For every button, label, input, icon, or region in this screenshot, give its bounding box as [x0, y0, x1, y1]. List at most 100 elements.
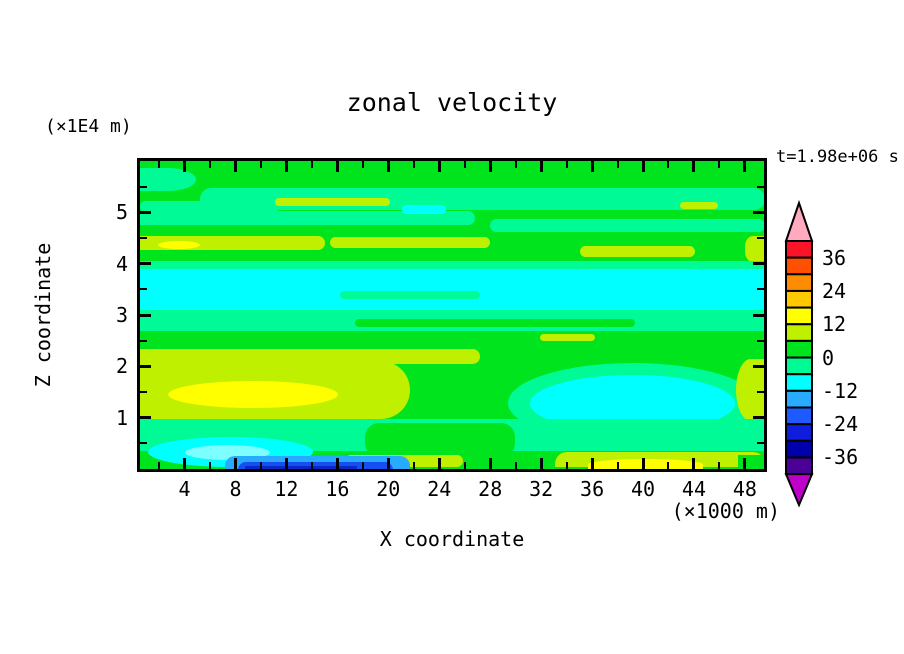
minor-tick-bottom	[412, 462, 415, 469]
major-tick-bottom	[284, 458, 288, 469]
minor-tick-left	[140, 185, 147, 188]
colorbar-label-12: 12	[822, 312, 847, 337]
x-axis-unit-label: (×1000 m)	[671, 499, 780, 523]
minor-tick-bottom	[565, 462, 568, 469]
minor-tick-bottom	[667, 462, 670, 469]
major-tick-bottom	[335, 458, 339, 469]
major-tick-top	[641, 161, 645, 172]
contour-region-chartreuse	[275, 198, 390, 206]
contour-region-yellow	[168, 381, 338, 408]
chart-title: zonal velocity	[346, 88, 558, 117]
y-tick-label-4: 4	[115, 251, 128, 276]
minor-tick-right	[757, 391, 764, 393]
contour-region-cyan	[402, 205, 446, 214]
x-tick-label-40: 40	[630, 477, 656, 501]
minor-tick-bottom	[718, 462, 721, 469]
minor-tick-bottom	[158, 462, 161, 469]
colorbar-box-0	[785, 240, 813, 259]
contour-region-cyan	[140, 269, 764, 310]
colorbar-box-3	[785, 289, 813, 309]
major-tick-bottom	[590, 458, 594, 469]
y-tick-label-1: 1	[115, 405, 128, 430]
colorbar	[784, 200, 814, 508]
colorbar-label-36: 36	[822, 245, 847, 270]
minor-tick-right	[757, 185, 764, 188]
contour-region-green	[365, 423, 515, 457]
major-tick-top	[437, 161, 441, 172]
major-tick-top	[284, 161, 288, 172]
colorbar-box-7	[785, 356, 813, 376]
minor-tick-left	[140, 442, 147, 445]
minor-tick-bottom	[514, 462, 517, 469]
minor-tick-bottom	[616, 462, 619, 469]
colorbar-down-arrow	[784, 473, 814, 508]
minor-tick-bottom	[463, 462, 466, 469]
minor-tick-top	[209, 161, 212, 168]
major-tick-bottom	[488, 458, 492, 469]
colorbar-box-12	[785, 439, 813, 459]
major-tick-left	[140, 262, 151, 266]
minor-tick-right	[757, 288, 764, 291]
colorbar-box-4	[785, 306, 813, 326]
major-tick-right	[753, 210, 764, 214]
major-tick-left	[140, 416, 151, 420]
colorbar-label--36: -36	[822, 445, 859, 470]
minor-tick-bottom	[209, 462, 212, 469]
colorbar-box-5	[785, 323, 813, 342]
minor-tick-top	[310, 161, 313, 168]
contour-plot-area	[137, 158, 767, 472]
major-tick-bottom	[692, 458, 696, 469]
contour-field	[140, 161, 764, 469]
contour-region-blue	[238, 462, 393, 469]
minor-tick-top	[463, 161, 466, 168]
major-tick-right	[753, 364, 764, 368]
x-tick-label-4: 4	[178, 477, 191, 501]
major-tick-right	[753, 313, 764, 317]
y-tick-label-5: 5	[115, 200, 128, 225]
contour-region-chartreuse	[736, 359, 764, 421]
major-tick-top	[335, 161, 339, 172]
minor-tick-right	[757, 442, 764, 445]
x-tick-label-32: 32	[529, 477, 554, 501]
x-axis-title: X coordinate	[379, 527, 525, 551]
minor-tick-top	[158, 161, 161, 168]
contour-region-green	[355, 319, 635, 327]
minor-tick-top	[667, 161, 670, 168]
major-tick-top	[386, 161, 390, 172]
minor-tick-bottom	[361, 462, 364, 469]
x-tick-label-20: 20	[376, 477, 401, 501]
colorbar-label-24: 24	[822, 278, 847, 303]
minor-tick-left	[140, 237, 147, 239]
x-tick-label-28: 28	[478, 477, 503, 501]
x-tick-label-44: 44	[681, 477, 706, 501]
contour-region-spring	[140, 168, 196, 191]
major-tick-bottom	[183, 458, 187, 469]
major-tick-top	[183, 161, 187, 172]
minor-tick-top	[514, 161, 517, 168]
x-tick-label-8: 8	[229, 477, 242, 501]
y-axis-unit-label: (×1E4 m)	[45, 116, 132, 137]
x-tick-label-12: 12	[274, 477, 299, 501]
major-tick-top	[692, 161, 696, 172]
colorbar-box-8	[785, 373, 813, 392]
minor-tick-top	[259, 161, 262, 168]
major-tick-top	[590, 161, 594, 172]
contour-region-chartreuse	[680, 202, 718, 209]
colorbar-label--12: -12	[822, 378, 859, 403]
colorbar-box-9	[785, 389, 813, 409]
colorbar-label-0: 0	[822, 345, 835, 370]
minor-tick-top	[412, 161, 415, 168]
major-tick-bottom	[539, 458, 543, 469]
major-tick-top	[743, 161, 747, 172]
major-tick-left	[140, 210, 151, 214]
major-tick-top	[488, 161, 492, 172]
x-tick-label-24: 24	[427, 477, 452, 501]
contour-region-chartreuse	[330, 237, 490, 248]
minor-tick-top	[718, 161, 721, 168]
colorbar-box-13	[785, 456, 813, 476]
major-tick-top	[539, 161, 543, 172]
contour-region-green	[738, 455, 764, 469]
contour-region-yellow	[588, 459, 703, 469]
minor-tick-right	[757, 339, 764, 342]
